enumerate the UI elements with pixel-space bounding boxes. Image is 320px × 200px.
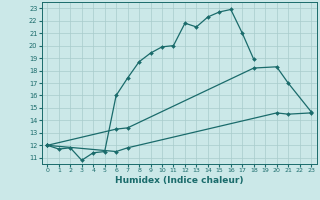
X-axis label: Humidex (Indice chaleur): Humidex (Indice chaleur)	[115, 176, 244, 185]
